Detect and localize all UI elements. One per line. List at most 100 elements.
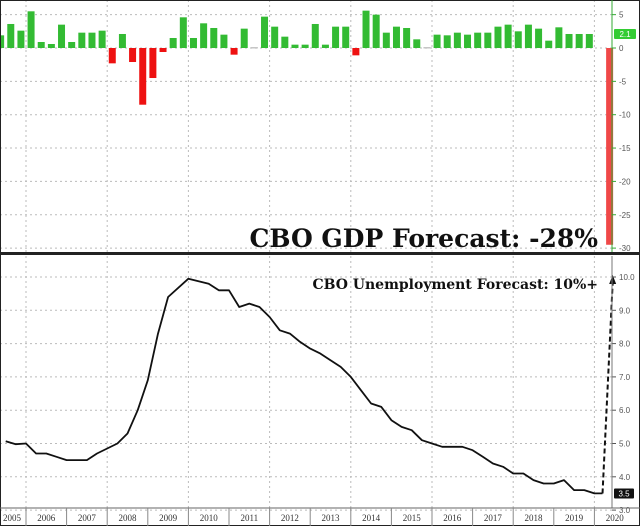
- gdp-forecast-annotation: CBO GDP Forecast: -28%: [249, 224, 598, 253]
- gdp-bar: [281, 36, 289, 48]
- unemployment-line: [5, 277, 603, 495]
- gdp-bar: [47, 43, 55, 48]
- x-tick-label: 2015: [403, 513, 422, 523]
- gdp-bar: [372, 14, 380, 48]
- x-tick-label: 2013: [322, 513, 341, 523]
- gdp-bar: [494, 26, 502, 48]
- gdp-bar: [392, 26, 400, 48]
- gdp-bar: [321, 44, 329, 48]
- gdp-bar: [189, 37, 197, 48]
- top-ytick-label: -5: [619, 77, 627, 86]
- x-tick-label: 2014: [362, 513, 381, 523]
- x-tick-label: 2020: [606, 513, 625, 523]
- x-tick-label: 2007: [78, 513, 97, 523]
- unemployment-forecast-annotation: CBO Unemployment Forecast: 10%+: [312, 277, 598, 293]
- gdp-bar: [504, 24, 512, 48]
- top-ytick-label: -30: [619, 244, 631, 253]
- gdp-bar: [423, 47, 431, 49]
- gdp-bar: [413, 39, 421, 48]
- top-ytick-label: -25: [619, 211, 631, 220]
- gdp-last-value-tag: [614, 28, 636, 39]
- gdp-bar: [108, 48, 116, 64]
- gdp-bar: [37, 41, 45, 48]
- gdp-bar: [565, 33, 573, 48]
- gdp-bar: [464, 34, 472, 48]
- bottom-ytick-label: 7.0: [619, 373, 631, 382]
- gdp-bar: [261, 16, 269, 48]
- gdp-bar: [291, 44, 299, 48]
- gdp-bar: [250, 47, 258, 49]
- gdp-bar: [443, 35, 451, 48]
- gdp-bar: [98, 30, 106, 48]
- gdp-bar: [362, 10, 370, 49]
- x-tick-label: 2016: [443, 513, 462, 523]
- gdp-bar: [88, 32, 96, 48]
- x-tick-label: 2010: [200, 513, 219, 523]
- x-tick-label: 2019: [565, 513, 584, 523]
- gdp-bar: [332, 26, 340, 48]
- bottom-ytick-label: 3.0: [619, 506, 631, 515]
- top-ytick-label: -15: [619, 144, 631, 153]
- unemployment-last-value-text: 3.5: [618, 489, 630, 498]
- gdp-bar: [382, 32, 390, 48]
- gdp-bar: [27, 11, 35, 49]
- gdp-bar: [453, 32, 461, 48]
- unemployment-line-group: [5, 275, 617, 495]
- gdp-bar: [200, 23, 208, 48]
- gdp-bar: [159, 48, 167, 53]
- gdp-bar: [433, 34, 441, 48]
- gdp-bar: [0, 35, 5, 48]
- gdp-bar: [352, 48, 360, 56]
- gdp-forecast-bar: [606, 48, 614, 245]
- gdp-bar: [129, 48, 137, 63]
- gdp-bar: [301, 44, 309, 48]
- arrowhead-icon: [609, 275, 617, 284]
- bottom-ytick-label: 4.0: [619, 473, 631, 482]
- x-tick-label: 2006: [37, 513, 56, 523]
- gdp-bar: [230, 48, 238, 55]
- gdp-bar: [240, 28, 248, 48]
- top-ytick-label: -10: [619, 111, 631, 120]
- gridlines: [0, 0, 612, 511]
- bottom-ytick-label: 9.0: [619, 306, 631, 315]
- x-tick-label: 2011: [240, 513, 258, 523]
- gdp-bar: [78, 32, 86, 48]
- gdp-bar: [68, 41, 76, 48]
- top-ytick-label: 0: [619, 44, 624, 53]
- gdp-bar: [17, 30, 25, 48]
- x-tick-label: 2018: [525, 513, 544, 523]
- top-ytick-label: -20: [619, 177, 631, 186]
- gdp-bar: [58, 24, 66, 48]
- top-ytick-label: 5: [619, 11, 624, 20]
- gdp-bar: [139, 48, 147, 105]
- gdp-bar: [179, 17, 187, 48]
- x-tick-label: 2012: [281, 513, 299, 523]
- bottom-ytick-label: 5.0: [619, 440, 631, 449]
- gdp-bar: [311, 23, 319, 48]
- gdp-bar: [484, 32, 492, 48]
- gdp-bar: [474, 32, 482, 48]
- gdp-bar: [585, 33, 593, 48]
- bottom-ytick-label: 10.0: [619, 273, 635, 282]
- gdp-bar: [210, 27, 218, 48]
- gdp-bar: [403, 27, 411, 48]
- x-tick-label: 2009: [159, 513, 178, 523]
- bottom-ytick-label: 6.0: [619, 406, 631, 415]
- gdp-bar: [149, 48, 157, 79]
- gdp-bar: [169, 37, 177, 48]
- gdp-bar: [7, 23, 15, 48]
- x-tick-label: 2005: [3, 513, 22, 523]
- gdp-last-value-text: 2.1: [619, 30, 631, 39]
- gdp-bar: [220, 34, 228, 48]
- gdp-bar: [545, 40, 553, 48]
- gdp-bar: [555, 27, 563, 48]
- forecast-dashed-arrow: [601, 282, 614, 494]
- gdp-bar: [535, 28, 543, 48]
- gdp-bar: [575, 33, 583, 48]
- gdp-bar: [118, 33, 126, 48]
- panel-divider: [0, 252, 640, 255]
